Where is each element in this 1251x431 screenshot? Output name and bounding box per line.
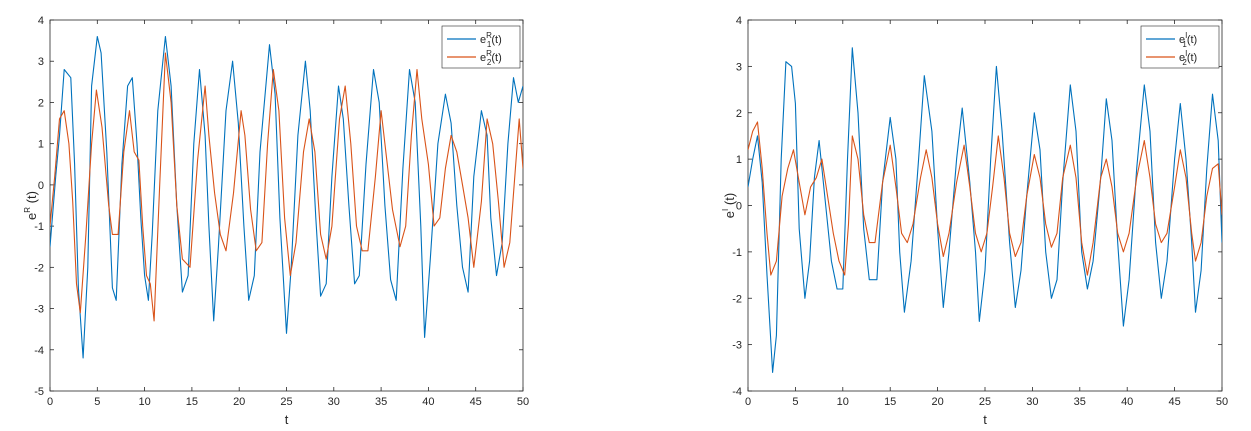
x-tick-label: 10 [837,396,849,408]
series-line-2 [748,121,1222,276]
x-axis-label: t [983,412,987,427]
legend-entry-2: eR 2(t) [480,49,502,67]
legend-entry-rest: (t) [491,34,501,46]
legend-entry-sub: 1 [1182,40,1187,49]
y-axis-label: eR (t) [23,191,39,220]
x-tick-label: 20 [931,396,943,408]
y-tick-label: 0 [736,201,742,213]
x-tick-label: 15 [186,396,198,408]
y-tick-label: 2 [736,108,742,120]
y-tick-label: 0 [38,180,44,192]
y-axis-label-rest: (t) [24,191,39,207]
plot-area [747,19,1223,392]
x-tick-label: 50 [1216,396,1228,408]
y-axis-label-rest: (t) [722,193,737,209]
legend-entry-sup: I [1185,31,1187,40]
legend-entry-sub: 2 [487,58,492,67]
x-tick-label: 35 [375,396,387,408]
y-tick-label: -5 [34,386,44,398]
y-axis-label: eI (t) [721,193,737,218]
y-tick-label: -3 [732,340,742,352]
x-tick-label: 30 [328,396,340,408]
x-tick-label: 5 [792,396,798,408]
legend-entry-rest: (t) [1187,34,1197,46]
x-tick-label: 45 [470,396,482,408]
y-tick-label: -4 [34,345,44,357]
x-axis-label: t [285,412,289,427]
x-tick-label: 40 [422,396,434,408]
legend-entry-base: e [480,34,486,46]
x-tick-label: 30 [1026,396,1038,408]
y-tick-label: 1 [736,154,742,166]
series-line-1 [50,35,523,359]
legend-entry-base: e [1179,34,1185,46]
legend-entry-1: eR 1(t) [480,31,502,49]
y-axis-label-sup: I [721,209,730,211]
plot-area [49,19,524,392]
legend-entry-rest: (t) [1187,52,1197,64]
y-tick-label: 4 [38,15,44,27]
y-tick-label: -3 [34,304,44,316]
x-tick-label: 0 [745,396,751,408]
y-tick-label: 1 [38,139,44,151]
y-axis-label-base: e [24,213,39,220]
legend-entry-base: e [1179,52,1185,64]
y-axis-label-base: e [722,211,737,218]
x-tick-label: 0 [47,396,53,408]
legend-entry-sup: R [486,31,492,40]
legend-box [1140,25,1220,69]
legend-entry-base: e [480,52,486,64]
y-tick-label: -1 [732,247,742,259]
x-tick-label: 25 [280,396,292,408]
legend-entry-rest: (t) [491,52,501,64]
legend-entry-sup: R [486,49,492,58]
y-tick-label: -2 [732,293,742,305]
legend-entry-2: eI 2(t) [1179,49,1197,67]
y-tick-label: 4 [736,15,742,27]
series-line-1 [748,47,1222,373]
y-tick-label: 2 [38,97,44,109]
series-line-2 [50,52,523,322]
legend-entry-1: eI 1(t) [1179,31,1197,49]
x-tick-label: 10 [138,396,150,408]
y-axis-label-sup: R [23,207,32,213]
x-tick-label: 25 [979,396,991,408]
legend-box [441,25,521,69]
x-tick-label: 50 [517,396,529,408]
y-tick-label: 3 [736,61,742,73]
y-tick-label: -1 [34,221,44,233]
y-tick-label: -2 [34,262,44,274]
y-tick-label: 3 [38,56,44,68]
x-tick-label: 15 [884,396,896,408]
y-tick-label: -4 [732,386,742,398]
x-tick-label: 20 [233,396,245,408]
legend-entry-sup: I [1185,49,1187,58]
x-tick-label: 35 [1074,396,1086,408]
legend-entry-sub: 1 [487,40,492,49]
x-tick-label: 40 [1121,396,1133,408]
legend-entry-sub: 2 [1182,58,1187,67]
x-tick-label: 45 [1168,396,1180,408]
x-tick-label: 5 [94,396,100,408]
